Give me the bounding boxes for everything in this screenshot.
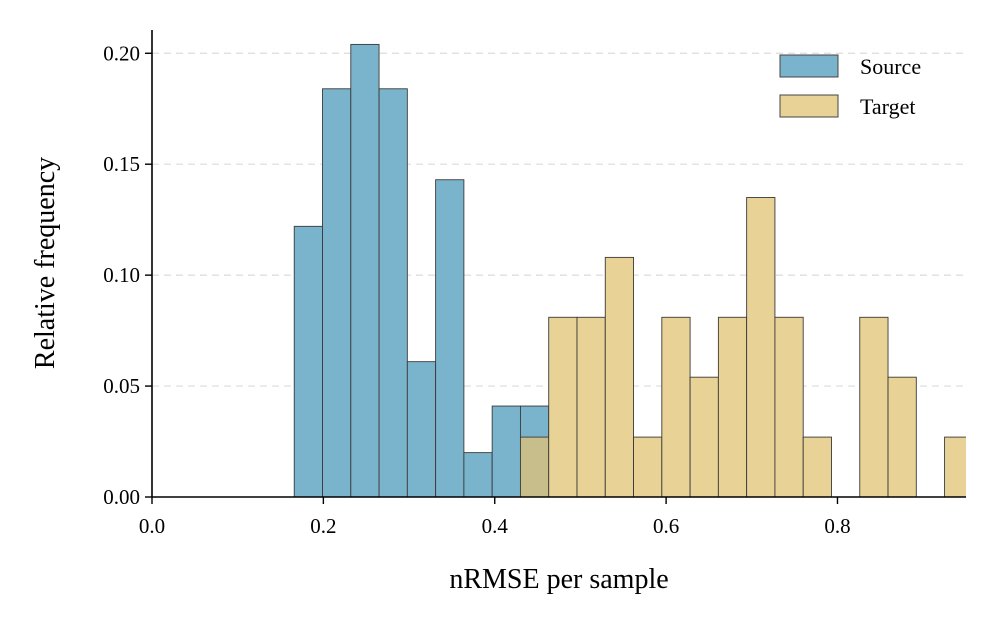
x-tick-label: 0.2 (310, 514, 336, 538)
source-bar (322, 88, 352, 498)
target-bar (661, 316, 691, 498)
target-bar (717, 316, 748, 498)
legend-swatch-target (779, 94, 839, 118)
x-tick-label: 0.6 (653, 514, 679, 538)
y-tick-label: 0.00 (103, 485, 140, 509)
legend-swatch-source (779, 54, 839, 78)
source-bar (435, 179, 465, 498)
source-bar (406, 361, 437, 498)
bars (293, 43, 966, 498)
y-tick-label: 0.05 (103, 374, 140, 398)
target-bar (944, 436, 966, 498)
x-tick-label: 0.0 (139, 514, 165, 538)
source-bar (491, 405, 521, 498)
gridlines (152, 52, 966, 387)
y-tick-label: 0.15 (103, 152, 140, 176)
source-bar (350, 43, 380, 498)
y-axis-label: Relative frequency (30, 157, 61, 369)
target-bar (859, 316, 889, 498)
target-bar (604, 256, 634, 498)
target-bar (689, 376, 719, 498)
target-bar (802, 436, 832, 498)
y-tick-label: 0.10 (103, 263, 140, 287)
legend: Source Target (779, 54, 921, 119)
target-bar (519, 436, 550, 498)
source-bar (463, 452, 493, 498)
source-bar (378, 88, 408, 498)
legend-label-source: Source (860, 54, 921, 79)
target-bar (746, 197, 776, 498)
y-tick-label: 0.20 (103, 41, 140, 65)
target-bar (633, 436, 663, 498)
ticks: 0.00 0.05 0.10 0.15 0.20 0.0 0.2 0.4 0.6 0.8 (103, 41, 850, 538)
target-bar (774, 316, 804, 498)
x-tick-label: 0.8 (824, 514, 850, 538)
x-tick-label: 0.4 (482, 514, 509, 538)
target-bar (548, 316, 578, 498)
target-bar (576, 316, 606, 498)
axes (151, 30, 966, 498)
source-bar (293, 225, 323, 498)
legend-label-target: Target (860, 94, 915, 119)
x-axis-label: nRMSE per sample (449, 564, 668, 595)
target-bar (887, 376, 917, 498)
